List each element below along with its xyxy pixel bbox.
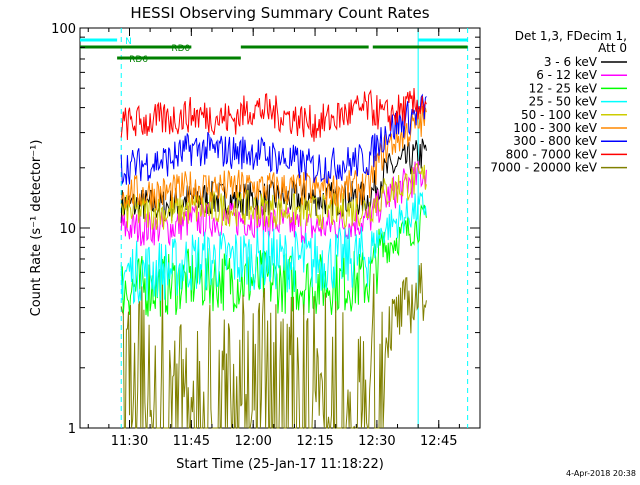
legend-label-3: 12 - 25 keV [529, 81, 598, 95]
x-tick-label-3: 12:00 [234, 434, 271, 449]
x-tick-label-1: 11:30 [111, 434, 148, 449]
legend-label-9: 7000 - 20000 keV [490, 161, 597, 175]
y-tick-label-2: 10 [59, 222, 76, 237]
legend-label-5: 50 - 100 keV [521, 108, 598, 122]
y-tick-label-3: 100 [51, 22, 76, 37]
y-tick-label-1: 1 [68, 422, 76, 437]
x-axis-label: Start Time (25-Jan-17 11:18:22) [176, 457, 384, 472]
footer-timestamp: 4-Apr-2018 20:38 [566, 469, 636, 478]
y-axis-label: Count Rate (s⁻¹ detector⁻¹) [29, 140, 44, 317]
flag-label-rd6: RD6 [129, 55, 148, 65]
series-line-8 [120, 87, 427, 142]
legend-label-4: 25 - 50 keV [529, 95, 598, 109]
legend-label-7: 300 - 800 keV [513, 134, 597, 148]
plot-layer: N RD0 RD6 [80, 28, 469, 429]
flag-label-rd0: RD0 [171, 44, 190, 54]
legend-title-1: Det 1,3, FDecim 1, [515, 29, 627, 43]
x-tick-label-5: 12:30 [358, 434, 395, 449]
x-tick-label-2: 11:45 [173, 434, 210, 449]
legend-label-2: 6 - 12 keV [536, 68, 598, 82]
series-line-6 [120, 105, 427, 211]
x-tick-label-4: 12:15 [296, 434, 333, 449]
series-line-5 [120, 163, 427, 230]
legend-label-1: 3 - 6 keV [544, 55, 598, 69]
series-line-7 [120, 93, 427, 186]
series-line-4 [120, 191, 427, 305]
series-line-9 [120, 262, 427, 429]
legend-title-2: Att 0 [598, 41, 627, 55]
chart-title: HESSI Observing Summary Count Rates [130, 4, 429, 22]
flag-label-n: N [125, 37, 132, 47]
x-tick-label-6: 12:45 [420, 434, 457, 449]
axes-layer: 11:30 11:45 12:00 12:15 12:30 12:45 1 10 100 [51, 22, 481, 449]
legend-label-8: 800 - 7000 keV [506, 147, 598, 161]
legend-label-6: 100 - 300 keV [513, 121, 597, 135]
